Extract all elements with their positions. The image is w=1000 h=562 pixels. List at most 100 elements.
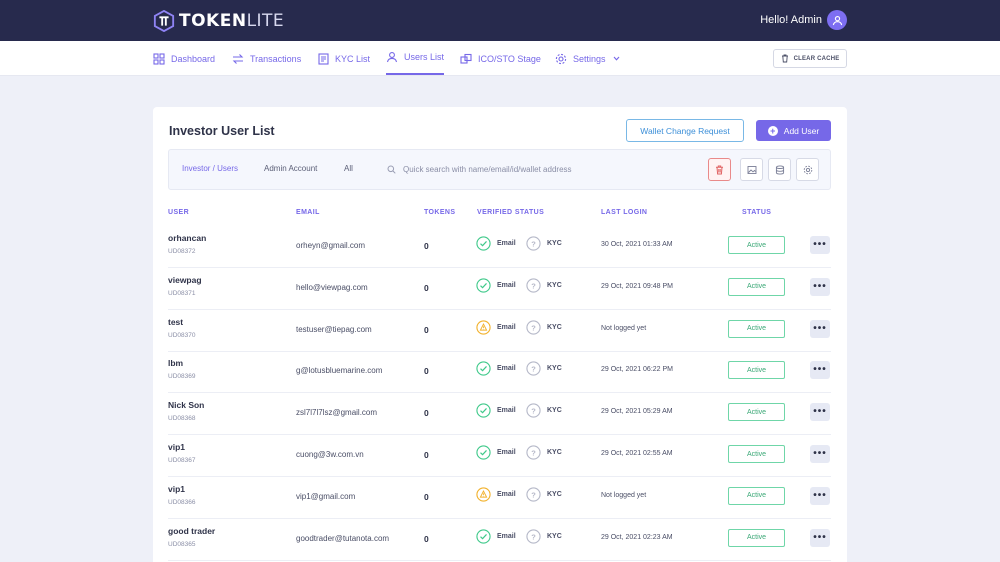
kyc-verification-status: ? KYC: [526, 445, 562, 460]
database-icon: [775, 164, 784, 175]
add-user-button[interactable]: + Add User: [756, 120, 831, 141]
user-name[interactable]: lbm: [168, 358, 184, 369]
tab-investor-users[interactable]: Investor / Users: [182, 164, 239, 173]
search-input[interactable]: [403, 161, 673, 177]
kyc-verification-status: ? KYC: [526, 236, 562, 251]
row-actions-button[interactable]: •••: [810, 445, 830, 463]
search-icon: [387, 165, 396, 174]
user-id: UD08366: [168, 498, 196, 506]
plus-icon: +: [767, 125, 778, 136]
user-name[interactable]: viewpag: [168, 274, 202, 285]
user-id: UD08371: [168, 289, 196, 297]
email-verification-status: Email: [476, 361, 516, 377]
more-dots-icon: •••: [813, 322, 827, 334]
nav-label: Settings: [573, 53, 606, 64]
filter-bar: Investor / Users Admin Account All: [168, 149, 831, 190]
email-verification-status: Email: [476, 278, 516, 293]
token-balance: 0: [424, 408, 429, 419]
user-name[interactable]: orhancan: [168, 233, 207, 243]
row-actions-button[interactable]: •••: [810, 403, 830, 422]
row-actions-button[interactable]: •••: [810, 361, 830, 380]
export-button[interactable]: [740, 158, 763, 181]
gear-icon: [555, 53, 567, 64]
user-email: zsl7l7l7lsz@gmail.com: [296, 408, 378, 418]
table-row: vip1 UD08367 cuong@3w.com.vn 0 Email? KYC 29 O…: [168, 435, 831, 477]
email-verification-status: Email: [476, 236, 516, 251]
row-actions-button[interactable]: •••: [810, 528, 830, 547]
kyc-verification-status: ? KYC: [526, 361, 562, 377]
user-name[interactable]: test: [168, 316, 184, 327]
last-login: Not logged yet: [601, 491, 647, 499]
nav-label: Users List: [404, 52, 445, 62]
table-row: test UD08370 testuser@tiepag.com 0 Email? KYC…: [168, 310, 831, 352]
email-verification-label: Email: [497, 407, 516, 415]
token-balance: 0: [424, 450, 429, 460]
table-settings-button[interactable]: [796, 158, 819, 181]
brand-logo[interactable]: TOKENLITE: [153, 9, 284, 33]
column-header-tokens: TOKENS: [424, 209, 456, 216]
last-login: 29 Oct, 2021 05:29 AM: [601, 408, 673, 416]
delete-selected-button[interactable]: [708, 158, 731, 181]
user-name[interactable]: vip1: [168, 483, 186, 494]
svg-text:?: ?: [531, 323, 536, 332]
verified-check-icon: [476, 403, 491, 418]
verified-check-icon: [476, 278, 491, 293]
kyc-verification-status: ? KYC: [526, 528, 562, 544]
nav-transactions[interactable]: Transactions: [232, 41, 301, 76]
status-badge: Active: [728, 361, 785, 380]
users-icon: [386, 52, 398, 63]
status-badge: Active: [728, 445, 785, 463]
status-badge: Active: [728, 236, 785, 254]
column-header-email: EMAIL: [296, 209, 320, 216]
kyc-verification-status: ? KYC: [526, 319, 562, 335]
row-actions-button[interactable]: •••: [810, 277, 830, 296]
row-actions-button[interactable]: •••: [810, 319, 830, 338]
user-name[interactable]: vip1: [168, 442, 186, 452]
table-row: Nick Son UD08368 zsl7l7l7lsz@gmail.com 0 Ema…: [168, 393, 831, 436]
kyc-verification-label: KYC: [547, 407, 562, 415]
more-dots-icon: •••: [813, 489, 827, 501]
pending-warning-icon: [476, 487, 491, 502]
unverified-question-icon: ?: [526, 319, 541, 335]
status-badge: Active: [728, 319, 785, 338]
nav-label: Dashboard: [171, 53, 216, 64]
user-email: goodtrader@tutanota.com: [296, 533, 390, 543]
image-icon: [747, 165, 756, 174]
nav-label: ICO/STO Stage: [478, 53, 541, 64]
svg-text:?: ?: [531, 281, 536, 290]
row-actions-button[interactable]: •••: [810, 486, 830, 505]
verified-check-icon: [476, 528, 491, 544]
user-avatar[interactable]: [827, 10, 847, 30]
nav-label: Transactions: [250, 53, 302, 64]
nav-label: KYC List: [335, 53, 371, 64]
email-verification-label: Email: [497, 449, 516, 456]
document-icon: [318, 52, 329, 65]
tab-admin-account[interactable]: Admin Account: [264, 164, 318, 173]
greeting-text: Hello! Admin: [760, 14, 822, 26]
clear-cache-button[interactable]: CLEAR CACHE: [773, 49, 847, 68]
unverified-question-icon: ?: [526, 236, 541, 251]
svg-text:?: ?: [531, 365, 536, 374]
status-badge: Active: [728, 486, 785, 505]
kyc-verification-label: KYC: [547, 281, 562, 289]
table-row: orhancan UD08372 orheyn@gmail.com 0 Email? KY…: [168, 226, 831, 268]
user-email: orheyn@gmail.com: [296, 241, 366, 250]
nav-kyc-list[interactable]: KYC List: [318, 41, 370, 76]
user-name[interactable]: Nick Son: [168, 400, 205, 411]
user-name[interactable]: good trader: [168, 525, 216, 536]
nav-dashboard[interactable]: Dashboard: [153, 41, 215, 76]
nav-users-list[interactable]: Users List: [386, 41, 445, 75]
nav-settings[interactable]: Settings: [555, 41, 620, 76]
add-user-label: Add User: [783, 125, 820, 136]
email-verification-label: Email: [497, 281, 516, 289]
column-header-user: USER: [168, 209, 190, 216]
row-actions-button[interactable]: •••: [810, 236, 830, 254]
nav-ico-sto-stage[interactable]: ICO/STO Stage: [460, 41, 541, 76]
status-badge: Active: [728, 528, 785, 547]
wallet-change-request-button[interactable]: Wallet Change Request: [626, 119, 744, 142]
column-header-status: STATUS: [742, 209, 772, 216]
tab-all[interactable]: All: [344, 164, 353, 173]
user-id: UD08370: [168, 331, 196, 339]
last-login: 29 Oct, 2021 02:23 AM: [601, 533, 673, 541]
database-button[interactable]: [768, 158, 791, 181]
